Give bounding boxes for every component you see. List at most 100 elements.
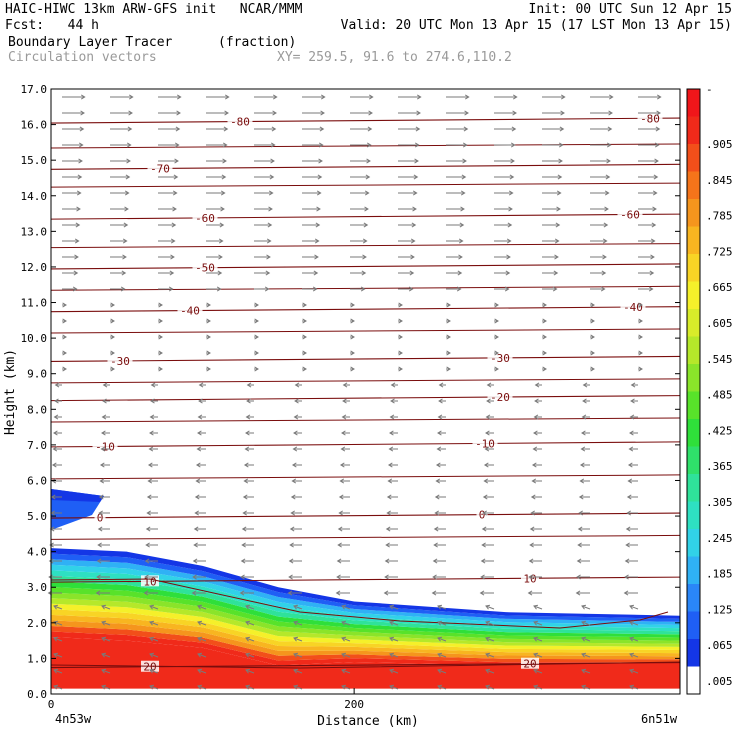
circulation-arrowhead [398,302,403,308]
circulation-arrowhead [575,590,581,596]
circulation-arrow [581,637,591,642]
tracer-band [51,559,680,626]
circulation-arrowhead [294,398,299,404]
circulation-arrowhead [53,652,59,658]
circulation-arrowhead [121,270,127,276]
circulation-arrowhead [170,238,176,244]
circulation-arrowhead [388,446,394,452]
circulation-arrowhead [98,510,103,516]
circulation-arrowhead [560,94,566,100]
circulation-arrowhead [432,574,437,580]
circulation-arrowhead [245,604,251,610]
isotherm-line [50,143,681,149]
circulation-arrowhead [240,558,246,564]
circulation-arrowhead [194,494,200,500]
circulation-arrowhead [368,110,373,116]
circulation-arrow [197,685,207,690]
circulation-arrowhead [534,382,540,388]
circulation-arrowhead [577,542,582,548]
model-title: HAIC-HIWC 13km ARW-GFS init NCAR/MMM [5,2,303,17]
circulation-arrowhead [147,478,153,484]
circulation-arrowhead [384,558,390,564]
circulation-arrowhead [143,590,149,596]
circulation-arrowhead [437,604,443,610]
isotherm-line [50,417,681,423]
circulation-arrowhead [73,270,79,276]
circulation-arrowhead [650,238,656,244]
circulation-arrowhead [389,684,395,690]
circulation-arrowhead [197,620,203,626]
circulation-arrow [485,637,495,642]
circulation-arrowhead [124,206,129,212]
circulation-arrowhead [80,94,86,100]
colorbar-swatch [687,666,700,695]
circulation-arrowhead [174,142,180,148]
circulation-arrowhead [437,636,443,642]
circulation-arrowhead [144,574,149,580]
circulation-arrow [629,685,639,690]
circulation-arrowhead [53,620,59,626]
circulation-arrowhead [485,430,490,436]
circulation-arrowhead [507,222,513,228]
circulation-arrowhead [460,206,465,212]
circulation-arrowhead [254,334,259,340]
circulation-arrowhead [494,350,499,356]
circulation-arrowhead [511,126,517,132]
isotherm-line [50,578,669,629]
circulation-arrow [245,653,255,658]
circulation-arrowhead [578,494,584,500]
circulation-arrowhead [245,668,251,674]
circulation-arrowhead [102,382,108,388]
circulation-arrowhead [431,590,437,596]
circulation-arrowhead [126,158,131,164]
colorbar-label: .365 [706,460,733,473]
circulation-arrowhead [437,652,443,658]
isotherm-label-bg [472,437,498,449]
circulation-arrowhead [398,318,403,324]
isotherm-label-bg [192,211,218,223]
circulation-arrowhead [383,590,389,596]
colorbar-swatch [687,419,700,447]
circulation-arrowhead [77,174,83,180]
circulation-arrowhead [368,94,374,100]
isotherm-label: -10 [475,437,495,450]
isotherm-line [50,263,681,270]
colorbar-swatch [687,556,700,585]
circulation-arrowhead [364,206,369,212]
circulation-arrowhead [604,190,610,196]
circulation-arrow [437,605,447,610]
circulation-arrowhead [101,604,107,610]
circulation-arrowhead [149,414,155,420]
circulation-arrow [533,637,543,642]
circulation-arrowhead [527,590,533,596]
circulation-arrowhead [101,652,107,658]
tracer-band [51,553,680,622]
circulation-arrowhead [627,478,633,484]
circulation-arrowhead [605,174,611,180]
circulation-arrowhead [625,542,630,548]
circulation-arrowhead [485,604,491,610]
circulation-arrow [293,653,303,658]
isotherm-label: -70 [150,162,170,175]
y-tick-label: 13.0 [21,225,48,238]
circulation-arrowhead [558,158,563,164]
circulation-arrow [437,637,447,642]
y-tick-label: 15.0 [21,154,48,167]
tracer-band [51,570,680,632]
circulation-arrowhead [294,382,300,388]
colorbar-swatch [687,584,700,612]
circulation-arrowhead [362,254,367,260]
colorbar-swatch [687,254,700,282]
circulation-arrowhead [96,558,102,564]
circulation-arrowhead [289,542,294,548]
isotherm-label-bg [620,301,646,313]
circulation-arrow [341,669,351,674]
circulation-arrow [197,669,207,674]
circulation-arrow [149,653,159,658]
circulation-arrow [389,637,399,642]
circulation-arrowhead [410,238,416,244]
circulation-arrowhead [192,558,198,564]
circulation-arrowhead [293,604,299,610]
tracer-band [51,614,680,657]
